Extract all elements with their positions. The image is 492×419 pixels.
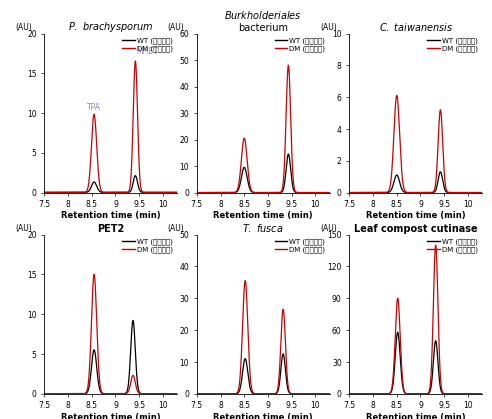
Title: $\mathit{T.\ fusca}$: $\mathit{T.\ fusca}$ [243,222,284,234]
Text: (AU): (AU) [168,23,184,32]
X-axis label: Retention time (min): Retention time (min) [366,413,465,419]
Legend: WT (大二元体), DM (小二元体): WT (大二元体), DM (小二元体) [274,238,326,254]
Legend: WT (大二元体), DM (小二元体): WT (大二元体), DM (小二元体) [274,37,326,53]
X-axis label: Retention time (min): Retention time (min) [61,212,160,220]
Title: $\mathit{P.\ brachysporum}$: $\mathit{P.\ brachysporum}$ [68,20,154,34]
X-axis label: Retention time (min): Retention time (min) [214,413,313,419]
Legend: WT (大二元体), DM (小二元体): WT (大二元体), DM (小二元体) [427,238,479,254]
Text: (AU): (AU) [168,224,184,233]
Title: $\mathit{Burkholderiales}$
bacterium: $\mathit{Burkholderiales}$ bacterium [224,9,302,33]
Legend: WT (大二元体), DM (小二元体): WT (大二元体), DM (小二元体) [122,37,174,53]
Text: MHET: MHET [136,47,158,56]
Text: (AU): (AU) [15,23,32,32]
Text: (AU): (AU) [320,224,337,233]
X-axis label: Retention time (min): Retention time (min) [61,413,160,419]
X-axis label: Retention time (min): Retention time (min) [366,212,465,220]
Text: (AU): (AU) [15,224,32,233]
X-axis label: Retention time (min): Retention time (min) [214,212,313,220]
Title: $\mathit{C.\ taiwanensis}$: $\mathit{C.\ taiwanensis}$ [378,21,453,33]
Title: PET2: PET2 [97,224,124,234]
Legend: WT (大二元体), DM (小二元体): WT (大二元体), DM (小二元体) [122,238,174,254]
Text: TPA: TPA [87,103,101,111]
Title: Leaf compost cutinase: Leaf compost cutinase [354,224,478,234]
Text: (AU): (AU) [320,23,337,32]
Legend: WT (大二元体), DM (小二元体): WT (大二元体), DM (小二元体) [427,37,479,53]
